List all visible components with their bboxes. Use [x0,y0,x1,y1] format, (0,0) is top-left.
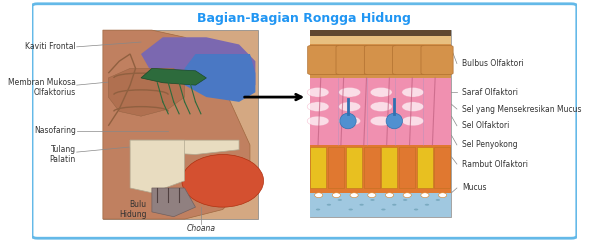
Polygon shape [141,68,206,85]
Text: Sel Olfaktori: Sel Olfaktori [463,121,510,130]
Ellipse shape [439,193,447,197]
Bar [416,147,433,188]
Text: Nasofaring: Nasofaring [34,126,76,135]
Polygon shape [109,68,185,116]
Text: Choana: Choana [187,224,215,233]
Bar [310,30,451,36]
Ellipse shape [403,193,412,197]
FancyBboxPatch shape [308,46,340,74]
Bar [381,147,397,188]
Ellipse shape [182,154,263,207]
Ellipse shape [339,116,361,126]
Text: Sel Penyokong: Sel Penyokong [463,140,518,149]
FancyBboxPatch shape [392,46,425,74]
Text: Rambut Olfaktori: Rambut Olfaktori [463,159,529,169]
Ellipse shape [414,209,418,211]
Ellipse shape [340,113,356,129]
Polygon shape [141,37,256,92]
Ellipse shape [349,209,353,211]
Ellipse shape [402,88,424,97]
Polygon shape [152,188,196,217]
Ellipse shape [381,209,386,211]
Ellipse shape [402,102,424,111]
Polygon shape [185,54,256,102]
Ellipse shape [370,102,392,111]
Ellipse shape [370,88,392,97]
Text: Kaviti Frontal: Kaviti Frontal [25,42,76,51]
Bar [310,145,451,193]
Ellipse shape [385,193,394,197]
Bar [310,147,326,188]
Ellipse shape [403,199,407,201]
FancyBboxPatch shape [421,46,453,74]
FancyBboxPatch shape [32,4,577,238]
Text: Saraf Olfaktori: Saraf Olfaktori [463,88,518,97]
Bar [310,35,451,45]
Bar [310,78,451,145]
Polygon shape [103,30,250,219]
Ellipse shape [339,102,361,111]
Bar [310,30,451,217]
Ellipse shape [307,116,329,126]
Ellipse shape [332,193,340,197]
Bar [399,147,415,188]
Bar [328,147,344,188]
Text: Sel yang Mensekresikan Mucus: Sel yang Mensekresikan Mucus [463,105,582,113]
Text: Bagian-Bagian Rongga Hidung: Bagian-Bagian Rongga Hidung [197,12,412,25]
Ellipse shape [307,102,329,111]
Ellipse shape [316,209,320,211]
Ellipse shape [350,193,358,197]
Bar [434,147,451,188]
Ellipse shape [370,116,392,126]
FancyBboxPatch shape [103,30,258,219]
Ellipse shape [359,204,364,206]
Ellipse shape [402,116,424,126]
Text: Tulang
Palatin: Tulang Palatin [49,145,76,164]
Bar [310,193,451,217]
Ellipse shape [370,199,374,201]
Ellipse shape [421,193,429,197]
FancyBboxPatch shape [364,46,397,74]
Text: Bulbus Olfaktori: Bulbus Olfaktori [463,59,524,68]
Ellipse shape [392,204,397,206]
Ellipse shape [339,88,361,97]
Ellipse shape [425,204,429,206]
Ellipse shape [386,113,403,129]
Polygon shape [130,140,239,154]
Text: Membran Mukosa
Olfaktorius: Membran Mukosa Olfaktorius [8,78,76,97]
Polygon shape [130,140,185,193]
Ellipse shape [338,199,342,201]
Ellipse shape [327,204,331,206]
Bar [364,147,380,188]
Text: Mucus: Mucus [463,183,487,192]
Ellipse shape [307,88,329,97]
Ellipse shape [368,193,376,197]
Bar [346,147,362,188]
Bar [310,45,451,78]
FancyBboxPatch shape [336,46,368,74]
Ellipse shape [314,193,323,197]
Ellipse shape [436,199,440,201]
Text: Bulu
Hidung: Bulu Hidung [119,200,146,219]
